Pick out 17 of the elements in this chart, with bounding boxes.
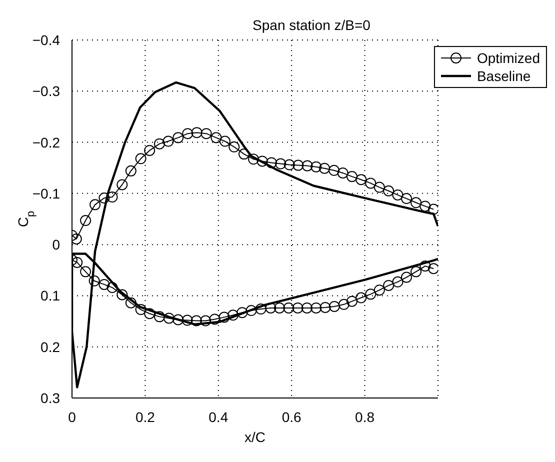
x-axis-title: x/C	[244, 429, 266, 445]
x-tick-label: 0.4	[208, 408, 228, 425]
chart-title: Span station z/B=0	[252, 17, 371, 33]
x-tick-label: 0.6	[282, 408, 302, 425]
x-tick-label: 0	[68, 408, 76, 425]
x-tick-label: 0.8	[355, 408, 375, 425]
x-tick-label: 0.2	[135, 408, 156, 425]
y-tick-label: −0.1	[32, 185, 60, 202]
y-tick-label: 0.2	[40, 338, 60, 355]
y-tick-label: 0	[52, 236, 60, 253]
y-tick-label: 0.3	[40, 390, 60, 406]
y-tick-label: 0.1	[40, 288, 60, 304]
y-tick-label: −0.3	[32, 83, 60, 100]
y-tick-label: −0.4	[32, 32, 60, 48]
legend-label: Optimized	[476, 49, 540, 67]
legend-label: Baseline	[476, 67, 531, 85]
y-tick-label: −0.2	[32, 134, 60, 150]
